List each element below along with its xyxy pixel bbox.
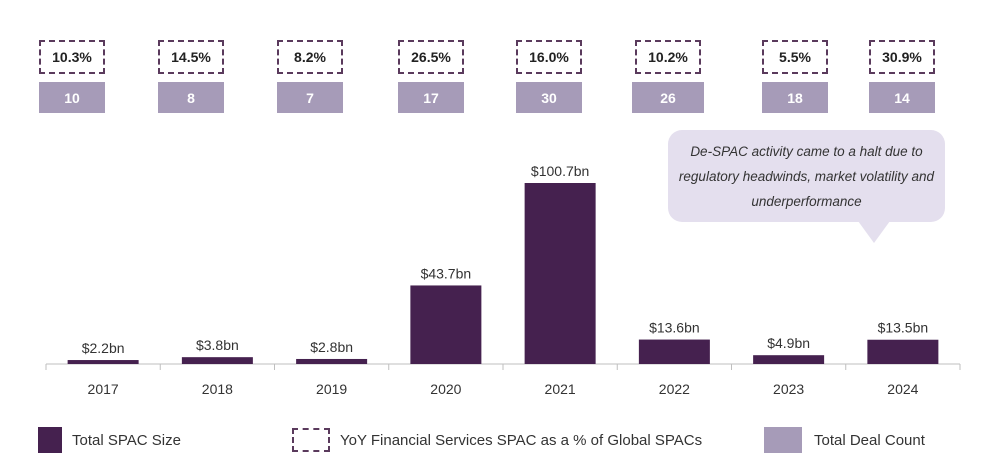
legend-item-total-deal-count: Total Deal Count — [764, 425, 925, 455]
deal-count-box: 14 — [869, 82, 935, 113]
yoy-pct-box: 14.5% — [158, 40, 224, 74]
bar-value-label: $43.7bn — [421, 265, 472, 281]
deal-count-box: 10 — [39, 82, 105, 113]
deal-count-box: 18 — [762, 82, 828, 113]
bar-total-spac-size — [638, 339, 710, 364]
x-axis-tick-label: 2023 — [773, 381, 804, 397]
x-axis-tick-label: 2020 — [430, 381, 461, 397]
bar-value-label: $13.6bn — [649, 320, 700, 336]
deal-count-box: 17 — [398, 82, 464, 113]
legend-item-total-spac-size: Total SPAC Size — [38, 425, 181, 455]
yoy-pct-box: 30.9% — [869, 40, 935, 74]
bar-value-label: $100.7bn — [531, 163, 589, 179]
bar-value-label: $2.2bn — [82, 340, 125, 356]
legend-label-total-spac-size: Total SPAC Size — [72, 431, 181, 449]
bar-total-spac-size — [296, 358, 368, 364]
legend-item-yoy-pct: YoY Financial Services SPAC as a % of Gl… — [292, 425, 702, 455]
bar-total-spac-size — [524, 183, 596, 364]
callout-tail — [858, 221, 890, 243]
bar-value-label: $3.8bn — [196, 337, 239, 353]
bar-value-label: $2.8bn — [310, 339, 353, 355]
deal-count-box: 30 — [516, 82, 582, 113]
bar-total-spac-size — [867, 339, 939, 364]
bar-total-spac-size — [410, 285, 482, 364]
bar-total-spac-size — [181, 357, 253, 364]
x-axis-tick-label: 2024 — [887, 381, 918, 397]
x-axis-tick-label: 2021 — [545, 381, 576, 397]
yoy-pct-box: 16.0% — [516, 40, 582, 74]
bar-total-spac-size — [753, 355, 825, 364]
legend-label-yoy-pct: YoY Financial Services SPAC as a % of Gl… — [340, 431, 703, 449]
bar-value-label: $13.5bn — [878, 320, 929, 336]
yoy-pct-box: 10.3% — [39, 40, 105, 74]
deal-count-box: 7 — [277, 82, 343, 113]
yoy-pct-box: 10.2% — [635, 40, 701, 74]
x-axis-tick-label: 2017 — [88, 381, 119, 397]
yoy-pct-box: 5.5% — [762, 40, 828, 74]
bar-total-spac-size — [67, 360, 139, 364]
callout-annotation: De-SPAC activity came to a halt due to r… — [668, 130, 945, 222]
x-axis-tick-label: 2022 — [659, 381, 690, 397]
x-axis-tick-label: 2019 — [316, 381, 347, 397]
legend-swatch-yoy-pct — [292, 428, 330, 452]
yoy-pct-box: 8.2% — [277, 40, 343, 74]
deal-count-box: 26 — [632, 82, 704, 113]
legend-label-total-deal-count: Total Deal Count — [814, 431, 925, 449]
x-axis-tick-label: 2018 — [202, 381, 233, 397]
bar-value-label: $4.9bn — [767, 335, 810, 351]
legend-swatch-total-spac-size — [38, 427, 62, 453]
legend-swatch-total-deal-count — [764, 427, 802, 453]
deal-count-box: 8 — [158, 82, 224, 113]
yoy-pct-box: 26.5% — [398, 40, 464, 74]
